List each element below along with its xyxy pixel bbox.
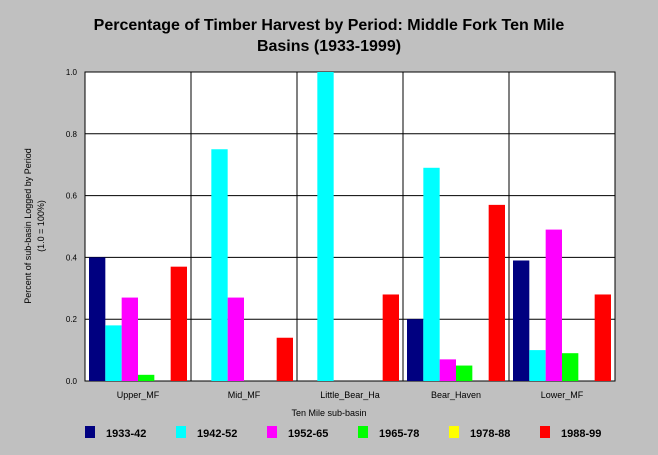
chart-title-line1: Percentage of Timber Harvest by Period: … — [94, 17, 565, 34]
y-tick-label: 0.0 — [66, 377, 78, 386]
x-axis-label: Ten Mile sub-basin — [291, 408, 366, 418]
category-label: Bear_Haven — [431, 390, 481, 400]
bar — [545, 229, 562, 381]
bar — [456, 365, 473, 381]
bar — [138, 374, 155, 381]
category-label: Lower_MF — [541, 390, 584, 400]
y-axis-label-line2: (1.0 = 100%) — [36, 200, 46, 252]
legend-label: 1988-99 — [561, 428, 601, 440]
legend-label: 1933-42 — [106, 428, 146, 440]
bar — [562, 353, 579, 381]
legend-swatch — [85, 426, 95, 438]
plot-area — [84, 71, 616, 382]
bar — [594, 294, 611, 381]
y-tick-label: 0.8 — [66, 130, 78, 139]
legend-swatch — [176, 426, 186, 438]
bar — [317, 72, 334, 381]
bar — [423, 167, 440, 381]
bar — [170, 266, 187, 381]
legend-label: 1952-65 — [288, 428, 328, 440]
bar — [105, 325, 122, 381]
legend-label: 1965-78 — [379, 428, 419, 440]
bar — [529, 350, 546, 381]
bars — [89, 72, 611, 381]
bar — [121, 297, 138, 381]
legend-swatch — [540, 426, 550, 438]
y-tick-label: 0.4 — [66, 253, 78, 262]
bar — [439, 359, 456, 381]
category-label: Little_Bear_Ha — [320, 390, 380, 400]
bar — [407, 319, 424, 381]
legend-swatch — [267, 426, 277, 438]
bar — [276, 337, 293, 381]
legend-swatch — [449, 426, 459, 438]
category-label: Upper_MF — [117, 390, 160, 400]
legend-label: 1978-88 — [470, 428, 510, 440]
y-axis-label-line1: Percent of sub-basin Logged by Period — [23, 148, 33, 304]
y-tick-label: 0.6 — [66, 192, 78, 201]
bar — [89, 257, 106, 381]
chart-title-line2: Basins (1933-1999) — [257, 38, 401, 55]
category-labels: Upper_MF Mid_MF Little_Bear_Ha Bear_Haven Lo… — [117, 390, 584, 400]
legend: 1933-42 1942-52 1952-65 1965-78 1978-88 1988-… — [85, 426, 601, 440]
category-label: Mid_MF — [228, 390, 261, 400]
y-tick-label: 1.0 — [66, 68, 78, 77]
y-tick-labels: 0.0 0.2 0.4 0.6 0.8 1.0 — [66, 68, 78, 386]
legend-label: 1942-52 — [197, 428, 237, 440]
bar — [382, 294, 399, 381]
legend-swatch — [358, 426, 368, 438]
bar — [513, 260, 530, 381]
bar — [211, 149, 228, 381]
bar — [488, 204, 505, 381]
y-tick-label: 0.2 — [66, 315, 78, 324]
bar — [227, 297, 244, 381]
